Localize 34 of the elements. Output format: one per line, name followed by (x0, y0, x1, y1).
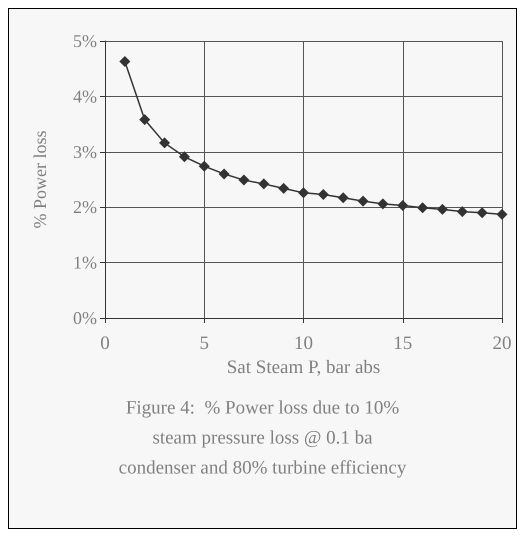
x-tick-label: 20 (492, 333, 512, 354)
point (218, 168, 230, 180)
point (238, 174, 250, 186)
point (358, 196, 369, 207)
x-axis-title: Sat Steam P, bar abs (226, 356, 380, 378)
y-tick-label: 3% (73, 142, 97, 162)
point (397, 200, 408, 212)
x-tick-label: 5 (200, 333, 209, 354)
y-axis-title: % Power loss (30, 130, 50, 228)
point (159, 137, 170, 148)
point (139, 114, 150, 126)
point (476, 207, 488, 218)
y-tick-label: 2% (73, 197, 97, 218)
y-tick-label: 0% (73, 308, 97, 328)
point (417, 202, 428, 214)
point (456, 206, 468, 218)
point (436, 204, 448, 215)
point (119, 56, 130, 67)
point (318, 188, 329, 200)
y-tick-label: 5% (73, 31, 97, 51)
point (377, 198, 388, 210)
point (496, 208, 508, 220)
point (278, 182, 290, 194)
point (178, 151, 190, 162)
point (198, 160, 210, 172)
x-tick-label: 10 (294, 333, 313, 354)
x-tick-label: 15 (393, 333, 412, 354)
x-tick-label: 0 (100, 333, 110, 354)
point (298, 187, 309, 198)
y-tick-label: 4% (73, 86, 97, 106)
text: Figure 4: % Power loss due to 10% steam pressure loss @ 0.1 ba condenser and 80% turbine efficiency (118, 398, 407, 478)
point (338, 192, 349, 204)
point (258, 178, 270, 190)
y-tick-label: 1% (73, 252, 97, 273)
